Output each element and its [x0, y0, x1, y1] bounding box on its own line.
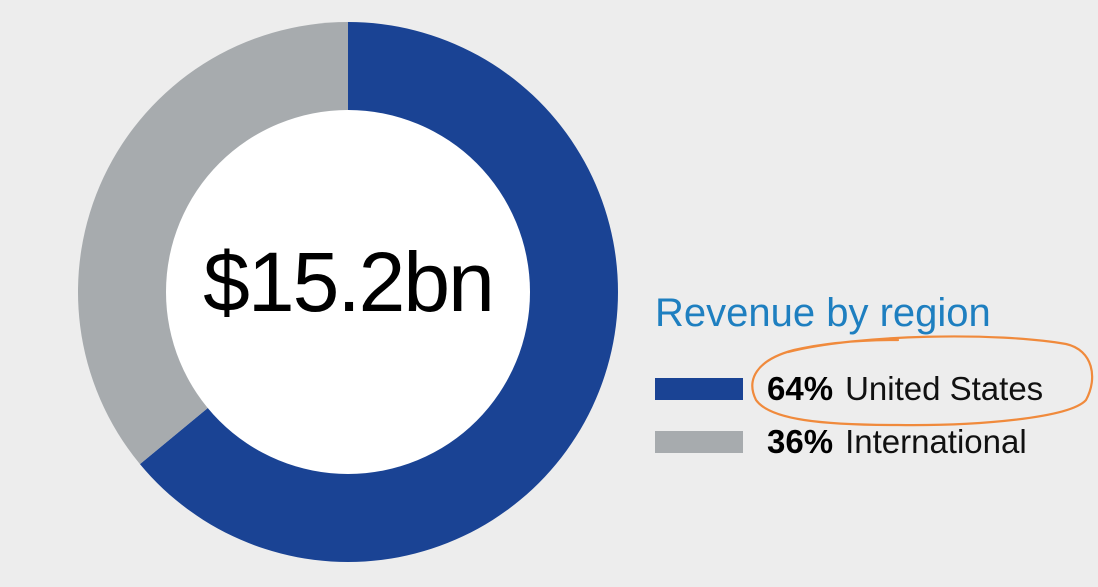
legend-value-united-states: 64% — [767, 370, 834, 407]
legend-label-international: International — [845, 423, 1027, 460]
legend-item-united-states: 64% United States — [655, 367, 1043, 411]
legend-swatch-international — [655, 431, 743, 453]
legend-swatch-united-states — [655, 378, 743, 400]
legend-value-international: 36% — [767, 423, 834, 460]
donut-hole — [166, 110, 530, 474]
legend-label-united-states: United States — [845, 370, 1044, 407]
donut-chart — [78, 22, 618, 562]
legend-item-international: 36% International — [655, 420, 1027, 464]
chart-title: Revenue by region — [655, 291, 991, 335]
